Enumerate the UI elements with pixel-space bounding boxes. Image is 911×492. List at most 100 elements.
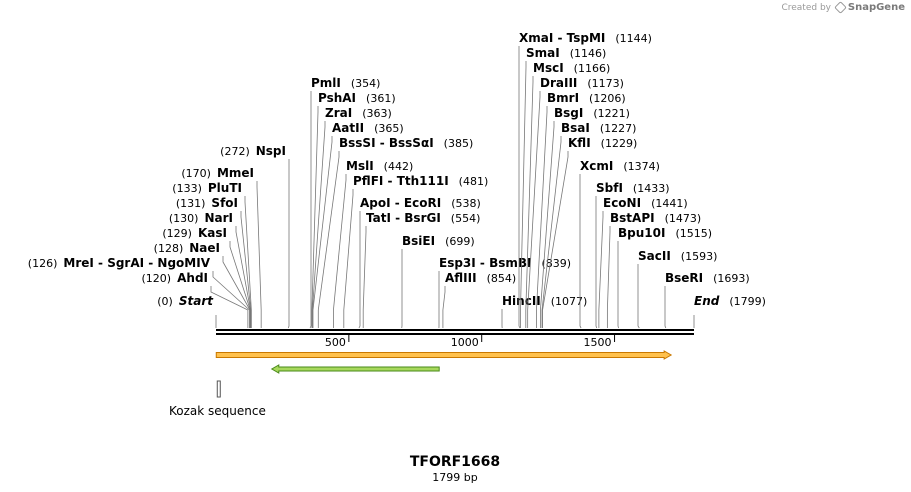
site-leader	[598, 211, 604, 328]
site-sbfi: SbfI (1433)	[595, 181, 670, 329]
restriction-sites: Start(0)AhdI(120)MreI - SgrAI - NgoMIV(1…	[28, 31, 766, 329]
site-leader	[312, 121, 326, 328]
site-name: HincII	[502, 294, 541, 308]
site-name: PmlI	[311, 76, 341, 90]
site-name: ApoI - EcoRI	[360, 196, 441, 210]
site-afliii: AflIII (854)	[442, 271, 516, 328]
site-name: BstAPI	[610, 211, 655, 225]
site-name: BsgI	[554, 106, 583, 120]
site-position: (1374)	[623, 160, 660, 173]
site-bsgi: BsgI (1221)	[540, 106, 630, 328]
site-bsai: BsaI (1227)	[541, 121, 637, 328]
site-name: BmrI	[547, 91, 579, 105]
site-position: (442)	[384, 160, 414, 173]
site-leader	[520, 61, 527, 328]
site-position: (133)	[172, 182, 202, 195]
credit-brand: SnapGene	[847, 2, 905, 13]
site-position: (1144)	[615, 32, 652, 45]
site-kfli: KflI (1229)	[542, 136, 637, 328]
site-ahdi: AhdI (120)	[142, 271, 249, 328]
site-mmei: MmeI (170)	[181, 166, 262, 328]
site-position: (1077)	[551, 295, 588, 308]
site-position: (126)	[28, 257, 58, 270]
site-tati: TatI - BsrGI (554)	[362, 211, 480, 328]
site-leader	[540, 121, 555, 328]
site-name: NaeI	[189, 241, 220, 255]
site-position: (699)	[445, 235, 475, 248]
site-leader	[541, 136, 562, 328]
site-aatii: AatII (365)	[312, 121, 404, 328]
site-leader	[240, 211, 252, 328]
site-leader	[442, 286, 446, 328]
site-leader	[317, 151, 340, 328]
features-track: Kozak sequence	[169, 350, 673, 418]
ruler-tick-label: 1500	[584, 336, 612, 349]
site-leader	[244, 196, 252, 328]
site-position: (1166)	[574, 62, 611, 75]
site-position: (170)	[181, 167, 211, 180]
site-name: XmaI - TspMI	[519, 31, 605, 45]
site-pluti: PluTI (133)	[172, 181, 252, 328]
site-name: SacII	[638, 249, 671, 263]
site-position: (128)	[154, 242, 184, 255]
site-name: MreI - SgrAI - NgoMIV	[63, 256, 210, 270]
site-position: (272)	[220, 145, 250, 158]
site-leader	[527, 91, 541, 328]
site-position: (1693)	[713, 272, 750, 285]
site-msli: MslI (442)	[333, 159, 413, 328]
site-leader	[311, 106, 319, 328]
site-name: SmaI	[526, 46, 560, 60]
map-title: TFORF1668	[410, 454, 500, 470]
site-leader	[333, 174, 347, 328]
site-name: BssSI - BssSαI	[339, 136, 434, 150]
site-name: Bpu10I	[618, 226, 665, 240]
site-bsssi: BssSI - BssSαI (385)	[317, 136, 473, 328]
site-position: (839)	[541, 257, 571, 270]
ruler-tick-label: 500	[325, 336, 346, 349]
kozak-label: Kozak sequence	[169, 404, 266, 418]
site-name: Esp3I - BsmBI	[439, 256, 531, 270]
snapgene-credit: Created by SnapGene	[781, 1, 905, 14]
site-start: Start (0)	[157, 294, 217, 328]
site-name: End	[694, 294, 720, 308]
site-bstapi: BstAPI (1473)	[606, 211, 701, 328]
site-leader	[312, 136, 333, 328]
site-position: (1799)	[729, 295, 766, 308]
site-leader	[358, 211, 361, 329]
site-name: TatI - BsrGI	[366, 211, 441, 225]
site-position: (363)	[362, 107, 392, 120]
site-hincii: HincII (1077)	[501, 294, 588, 329]
site-leader	[536, 106, 548, 328]
site-bsiei: BsiEI (699)	[401, 234, 475, 329]
site-name: EcoNI	[603, 196, 641, 210]
site-name: NarI	[204, 211, 233, 225]
site-leader	[309, 91, 312, 329]
site-econi: EcoNI (1441)	[598, 196, 688, 328]
site-position: (365)	[374, 122, 404, 135]
site-nspi: NspI (272)	[220, 144, 290, 329]
site-position: (0)	[157, 295, 173, 308]
site-position: (1227)	[600, 122, 637, 135]
site-name: MmeI	[217, 166, 254, 180]
site-bseri: BseRI (1693)	[664, 271, 750, 329]
site-position: (354)	[351, 77, 381, 90]
site-name: AhdI	[177, 271, 208, 285]
site-position: (130)	[169, 212, 199, 225]
site-pmli: PmlI (354)	[309, 76, 381, 329]
site-bmri: BmrI (1206)	[536, 91, 626, 328]
site-name: KflI	[568, 136, 591, 150]
site-xcmi: XcmI (1374)	[579, 159, 660, 329]
site-name: KasI	[198, 226, 227, 240]
site-sacii: SacII (1593)	[637, 249, 717, 329]
site-position: (1515)	[675, 227, 712, 240]
site-leader	[287, 159, 290, 329]
site-leader	[617, 241, 619, 329]
site-end: End (1799)	[693, 294, 766, 328]
site-smai: SmaI (1146)	[520, 46, 606, 328]
site-esp3i: Esp3I - BsmBI (839)	[438, 256, 571, 329]
site-position: (538)	[451, 197, 481, 210]
site-leader	[595, 196, 598, 329]
site-name: PluTI	[208, 181, 242, 195]
site-kasi: KasI (129)	[162, 226, 251, 328]
